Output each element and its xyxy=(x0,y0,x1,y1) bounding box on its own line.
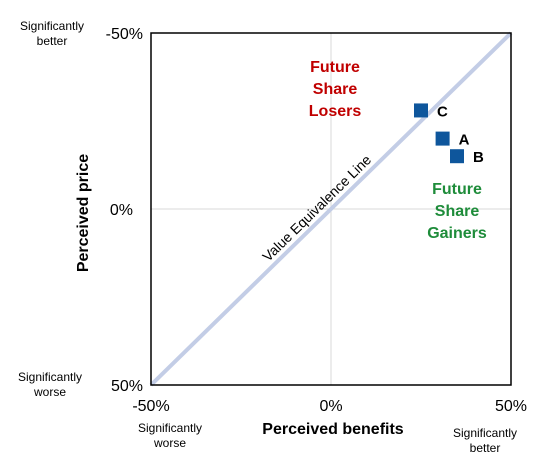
future-share-gainers-label: Future Share Gainers xyxy=(427,181,487,242)
data-point-c xyxy=(414,103,428,118)
data-point-label: B xyxy=(473,149,484,166)
x-axis-label: Perceived benefits xyxy=(262,421,404,438)
data-point-a xyxy=(435,131,450,146)
y-tick-label: 50% xyxy=(111,378,143,395)
x-qualifier-low: Significantly worse xyxy=(138,421,202,450)
data-point-label: C xyxy=(437,103,448,120)
x-tick-label: -50% xyxy=(132,398,169,415)
value-equivalence-line xyxy=(149,31,513,387)
future-share-losers-label: Future Share Losers xyxy=(309,59,362,120)
data-point-b xyxy=(450,149,464,164)
x-qualifier-high: Significantly better xyxy=(453,426,517,455)
x-tick-label: 0% xyxy=(319,398,342,415)
y-qualifier-top: Significantly better xyxy=(20,19,84,48)
y-qualifier-bottom: Significantly worse xyxy=(18,370,82,399)
y-axis-label: Perceived price xyxy=(75,154,92,272)
data-point-label: A xyxy=(459,132,470,149)
y-tick-label: -50% xyxy=(106,26,143,43)
x-tick-label: 50% xyxy=(495,398,527,415)
plot-area xyxy=(150,32,512,386)
value-equivalence-line-label: Value Equivalence Line xyxy=(259,151,374,264)
y-tick-label: 0% xyxy=(110,202,133,219)
data-points: CAB xyxy=(414,103,484,166)
